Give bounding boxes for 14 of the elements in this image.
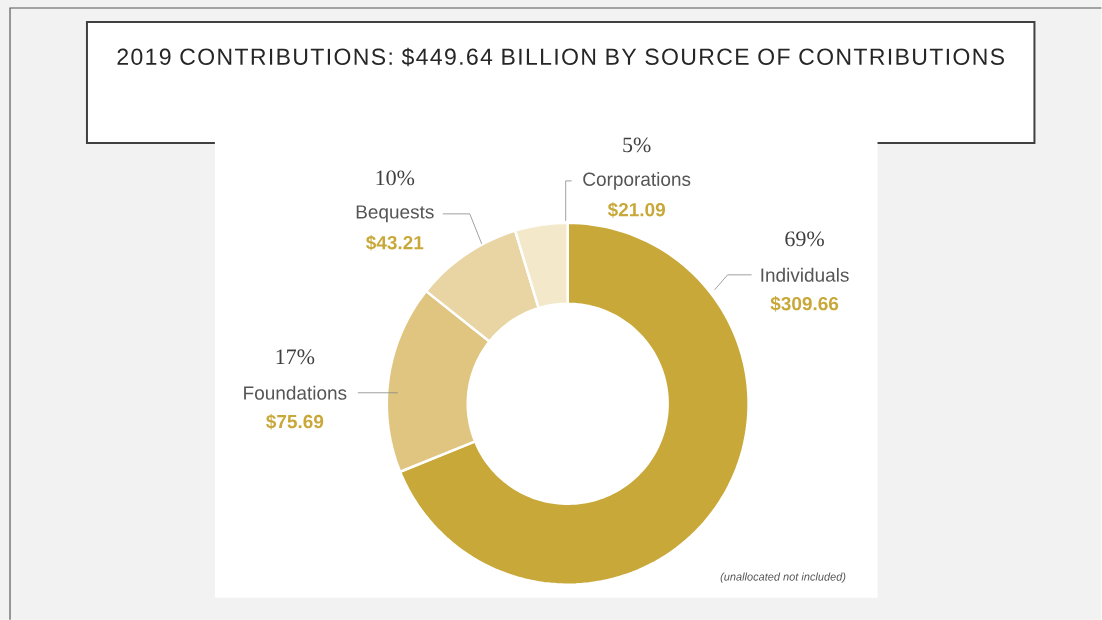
text: (unallocated not included) [720,572,846,583]
text: 69% [785,231,824,247]
slice-label: Bequests [356,205,434,223]
text: 5% [623,137,651,153]
slice-label: Corporations [583,171,691,190]
data-label: $43.21 [366,234,424,251]
text: 10% [376,170,415,186]
data-label: $75.69 [266,413,324,430]
slice-label: Foundations [244,385,347,400]
chart-title: 2019 CONTRIBUTIONS: $449.64 BILLION BY SOURCE OF CONTRIBUTIONS [117,47,1004,67]
text: 17% [276,349,315,365]
slice-label: Individuals [761,267,849,282]
data-label: $309.66 [770,295,839,312]
data-label: $21.09 [607,202,665,218]
